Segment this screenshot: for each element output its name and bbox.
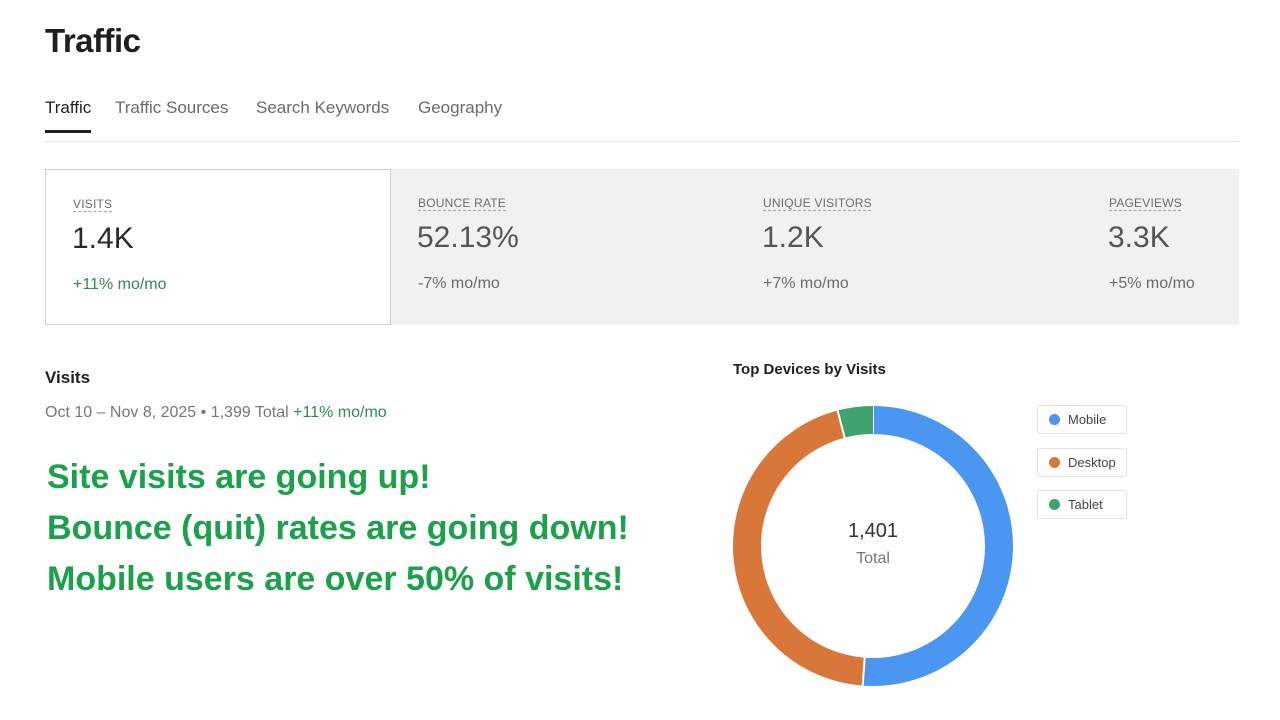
- visits-total: 1,399 Total: [210, 404, 289, 421]
- donut-slice-desktop[interactable]: [733, 410, 865, 686]
- date-range: Oct 10 – Nov 8, 2025: [45, 404, 197, 421]
- metric-card-unique-visitors[interactable]: UNIQUE VISITORS 1.2K +7% mo/mo: [736, 169, 1082, 325]
- chart-title: Top Devices by Visits: [733, 361, 886, 378]
- tab-bar: Traffic Traffic Sources Search Keywords …: [45, 95, 1239, 142]
- slice-separator: [836, 409, 846, 439]
- metric-card-bounce-rate[interactable]: BOUNCE RATE 52.13% -7% mo/mo: [391, 169, 736, 325]
- tab-geography[interactable]: Geography: [418, 98, 503, 117]
- metric-label: VISITS: [73, 197, 113, 211]
- tab-traffic-sources[interactable]: Traffic Sources: [115, 98, 229, 117]
- donut-slice-mobile[interactable]: [862, 406, 1013, 686]
- metric-label: UNIQUE VISITORS: [763, 196, 872, 210]
- metric-value: 1.2K: [762, 221, 824, 254]
- metric-change: +7% mo/mo: [763, 275, 849, 292]
- metric-change: +5% mo/mo: [1109, 275, 1195, 292]
- legend-item-desktop[interactable]: Desktop: [1037, 448, 1127, 477]
- legend-label: Tablet: [1068, 497, 1103, 512]
- separator: •: [196, 404, 211, 421]
- donut-center-label: Total: [856, 550, 890, 567]
- visits-heading: Visits: [45, 368, 91, 387]
- metric-label: PAGEVIEWS: [1109, 196, 1182, 210]
- donut-slice-tablet[interactable]: [837, 406, 874, 438]
- metric-value: 3.3K: [1108, 221, 1170, 254]
- legend-label: Desktop: [1068, 455, 1116, 470]
- callout-text: Site visits are going up! Bounce (quit) …: [47, 452, 629, 605]
- metric-change: +11% mo/mo: [73, 276, 167, 293]
- legend-dot-icon: [1049, 499, 1060, 510]
- tab-traffic[interactable]: Traffic: [45, 98, 92, 133]
- donut-center-value: 1,401: [847, 520, 899, 542]
- legend-label: Mobile: [1068, 412, 1107, 427]
- metric-card-pageviews[interactable]: PAGEVIEWS 3.3K +5% mo/mo: [1082, 169, 1239, 325]
- callout-line: Site visits are going up!: [47, 458, 431, 496]
- callout-line: Mobile users are over 50% of visits!: [47, 560, 624, 598]
- callout-line: Bounce (quit) rates are going down!: [47, 509, 629, 547]
- legend-dot-icon: [1049, 414, 1060, 425]
- metric-value: 52.13%: [417, 221, 519, 254]
- visits-summary: Oct 10 – Nov 8, 2025 • 1,399 Total +11% …: [45, 404, 387, 422]
- page-title: Traffic: [45, 22, 141, 59]
- tab-search-keywords[interactable]: Search Keywords: [256, 98, 390, 117]
- metric-card-visits[interactable]: VISITS 1.4K +11% mo/mo: [45, 169, 391, 325]
- legend-dot-icon: [1049, 457, 1060, 468]
- slice-separator: [861, 656, 866, 687]
- metric-value: 1.4K: [72, 222, 134, 255]
- legend-item-tablet[interactable]: Tablet: [1037, 490, 1127, 519]
- metric-change: -7% mo/mo: [418, 275, 500, 292]
- legend-item-mobile[interactable]: Mobile: [1037, 405, 1127, 434]
- metrics-panel: VISITS 1.4K +11% mo/mo BOUNCE RATE 52.13…: [45, 169, 1239, 325]
- visits-change: +11% mo/mo: [293, 404, 387, 421]
- metric-label: BOUNCE RATE: [418, 196, 506, 210]
